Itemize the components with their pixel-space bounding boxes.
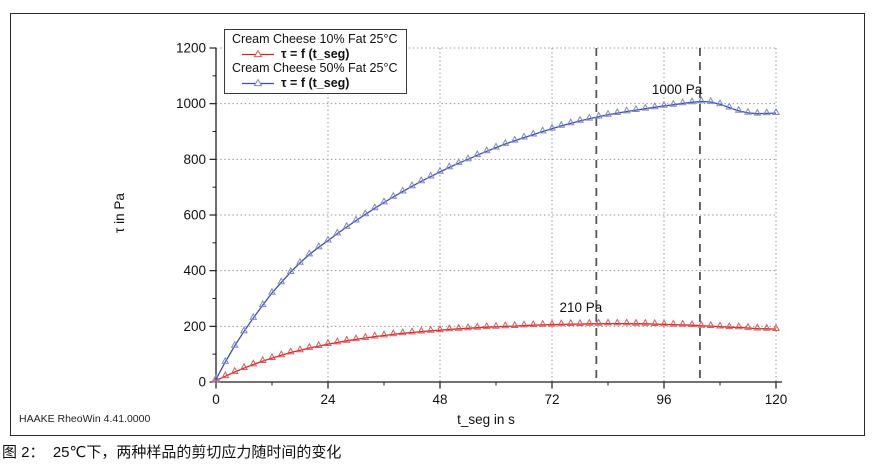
y-axis-title: τ in Pa: [112, 193, 127, 233]
series-markers-1: [212, 96, 780, 382]
annotation-label: 1000 Pa: [652, 82, 703, 97]
legend-triangle-marker: [253, 49, 263, 57]
series-markers-0: [212, 318, 780, 383]
y-tick-label: 800: [183, 152, 206, 167]
y-tick-label: 1000: [176, 96, 206, 111]
y-tick-label: 600: [183, 208, 206, 223]
legend-series-label-10pct: τ = f (t_seg): [281, 46, 350, 61]
x-tick-label: 72: [544, 392, 559, 407]
legend-triangle-marker: [253, 78, 263, 87]
legend-series-name-10pct: Cream Cheese 10% Fat 25°C: [232, 32, 398, 46]
annotation-label: 210 Pa: [560, 300, 603, 315]
x-tick-label: 120: [765, 392, 788, 407]
legend-series-label-50pct: τ = f (t_seg): [281, 75, 350, 90]
legend-entry-10pct: τ = f (t_seg): [241, 47, 398, 62]
chart-frame: 0 200 400 600 800 1000 1200 0 24 48 72 96 120 1000 Pa…: [10, 13, 865, 436]
x-tick-label: 0: [212, 392, 220, 407]
x-axis-title: t_seg in s: [457, 412, 515, 427]
y-tick-label: 200: [183, 319, 206, 334]
chart-canvas: 0 200 400 600 800 1000 1200 0 24 48 72 96 120 1000 Pa…: [176, 41, 788, 408]
software-watermark: HAAKE RheoWin 4.41.0000: [19, 413, 151, 425]
legend-entry-50pct: τ = f (t_seg): [241, 76, 398, 91]
legend-marker-50pct-icon: [242, 78, 274, 87]
x-tick-label: 24: [320, 392, 336, 407]
y-tick-label: 0: [198, 375, 206, 390]
legend-box: Cream Cheese 10% Fat 25°C τ = f (t_seg) …: [224, 29, 407, 95]
legend-marker-10pct-icon: [242, 49, 274, 57]
x-tick-label: 96: [656, 392, 671, 407]
series-line-1: [215, 100, 777, 380]
x-tick-label: 48: [432, 392, 447, 407]
y-tick-label: 400: [183, 263, 206, 278]
y-tick-label: 1200: [176, 41, 206, 56]
figure-caption: 图 2： 25℃下，两种样品的剪切应力随时间的变化: [2, 444, 342, 461]
series-line-0: [215, 322, 777, 382]
legend-series-name-50pct: Cream Cheese 50% Fat 25°C: [232, 61, 398, 76]
